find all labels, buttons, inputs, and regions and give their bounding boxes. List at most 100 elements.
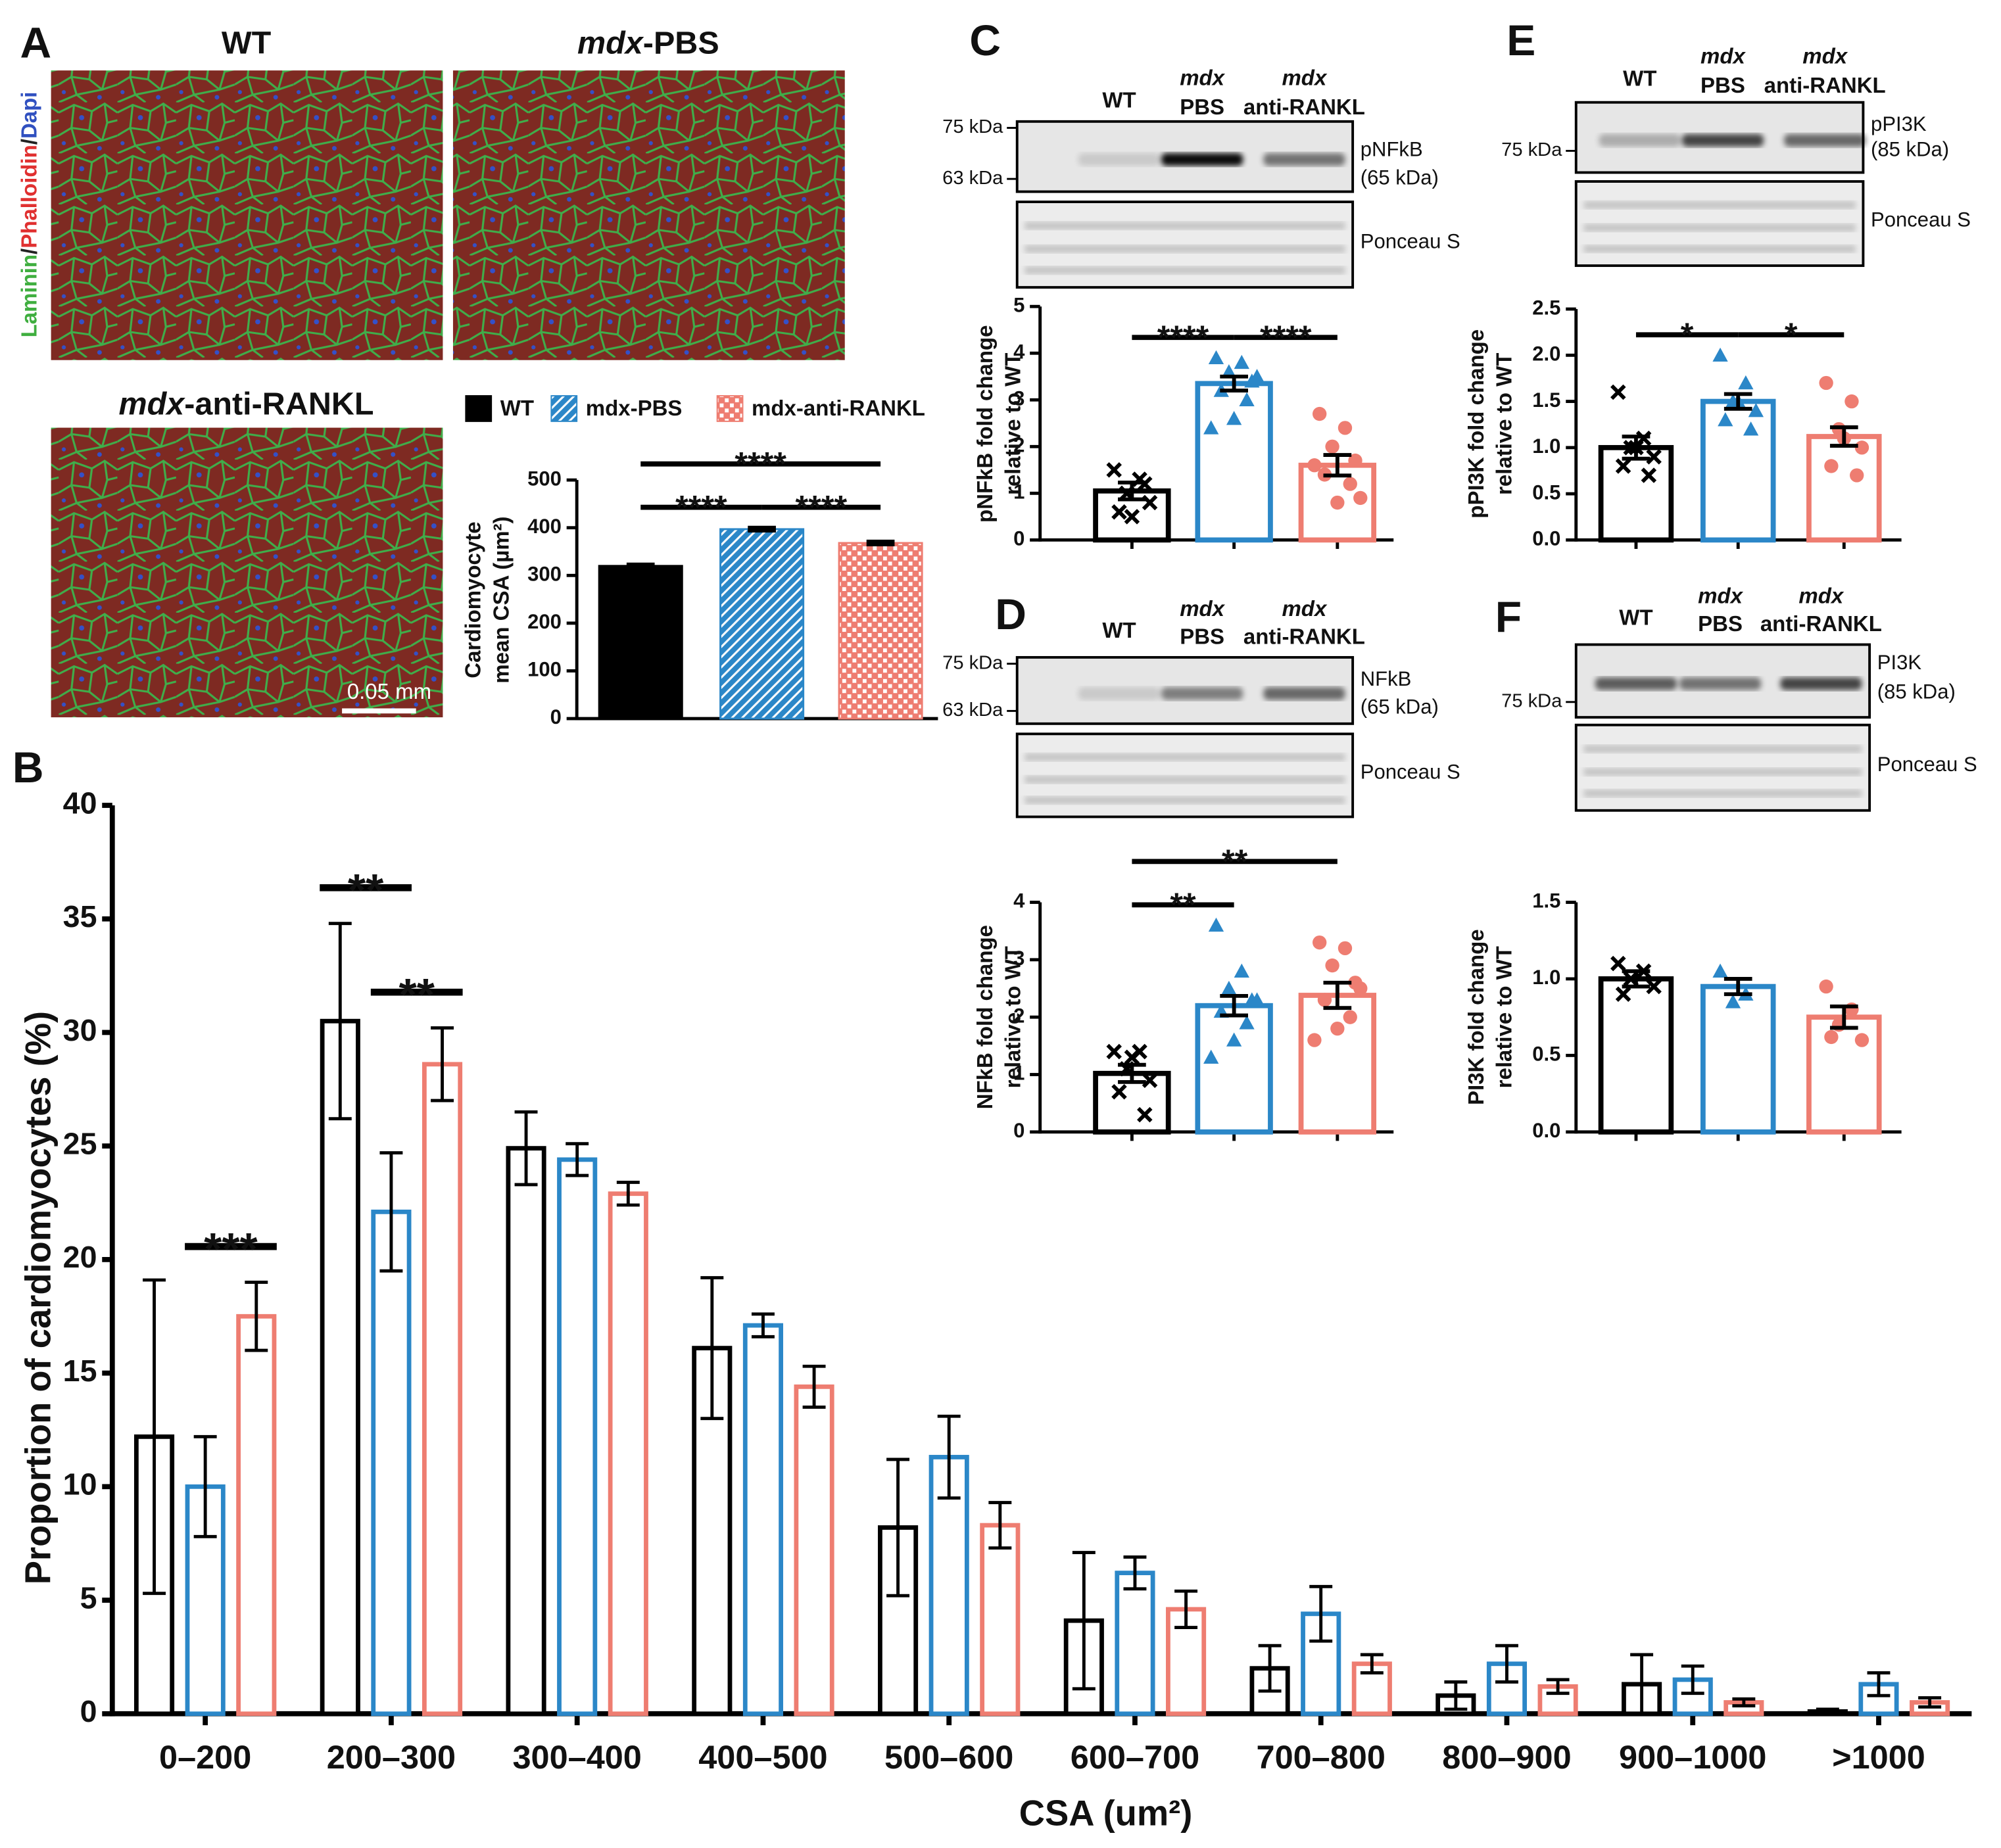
point [1142, 1072, 1158, 1088]
lane-label: PBS [1698, 611, 1743, 636]
legend-swatch [465, 395, 493, 422]
point [1124, 509, 1140, 525]
blot-band [1263, 153, 1345, 166]
error-bar [866, 539, 895, 547]
point [1353, 981, 1368, 996]
point [1312, 406, 1327, 421]
bar [1195, 1003, 1273, 1135]
title-part: -anti-RANKL [184, 386, 374, 421]
bar [608, 1191, 648, 1717]
error-bar [1220, 993, 1248, 1018]
y-tick-label: 0.0 [1532, 527, 1560, 550]
bar [1700, 983, 1776, 1135]
point [1325, 439, 1339, 454]
title-part: -PBS [643, 25, 719, 60]
y-axis-label: relative to WT [1001, 946, 1025, 1088]
point [1343, 477, 1357, 491]
ponceau-band [1025, 245, 1345, 253]
point [1738, 375, 1754, 390]
significance-label: ** [348, 865, 384, 916]
blot-band [1780, 677, 1862, 690]
bar [598, 565, 683, 720]
ponceau-band [1025, 266, 1345, 274]
point [1307, 1033, 1322, 1047]
title-part: mdx [119, 386, 186, 421]
y-tick-label: 1.0 [1532, 435, 1560, 458]
bar [928, 1455, 969, 1717]
point [1330, 495, 1345, 510]
blot-band [1078, 687, 1161, 700]
y-axis-label: PI3K fold change [1464, 929, 1488, 1105]
y-tick-label: 5 [1013, 293, 1025, 316]
significance-label: * [1785, 316, 1798, 353]
point [1343, 1010, 1357, 1024]
error-bar [748, 525, 776, 533]
lane-label: mdx [1698, 583, 1743, 607]
bar [1301, 1611, 1341, 1717]
y-tick-label: 3 [1013, 387, 1025, 410]
significance-label: * [1681, 316, 1694, 353]
stain-part: Laminin [16, 254, 41, 337]
y-tick-label: 0 [1013, 1119, 1025, 1142]
bar [719, 528, 805, 720]
point [1234, 963, 1249, 978]
blot-target: NFkB [1361, 667, 1412, 690]
bar [1598, 976, 1674, 1135]
y-tick-label: 4 [1013, 889, 1025, 912]
micrograph [51, 70, 443, 360]
error-bar [1816, 1707, 1839, 1716]
y-tick-label: 300 [527, 563, 562, 586]
error-bar [1829, 1004, 1858, 1030]
lane-label: mdx [1700, 43, 1746, 68]
lane-label: mdx [1798, 583, 1844, 607]
point [1226, 1032, 1242, 1047]
point [1111, 1083, 1127, 1100]
y-tick-label: 4 [1013, 340, 1025, 363]
stain-part: Phalloidin [16, 145, 41, 249]
bar [1298, 993, 1377, 1135]
ponceau-band [1583, 224, 1856, 232]
point [1239, 392, 1255, 406]
micrograph [51, 427, 443, 718]
stain-part: Dapi [16, 92, 41, 139]
y-tick-label: 200 [527, 610, 562, 633]
lane-label: WT [1623, 66, 1656, 90]
error-bar [1309, 1584, 1333, 1643]
bar [557, 1157, 598, 1717]
kda-marker: 75 kDa [942, 116, 1003, 137]
kda-marker: 75 kDa [1501, 139, 1562, 160]
point [1850, 468, 1864, 483]
y-tick-label: 1 [1013, 481, 1025, 504]
blot-target: (65 kDa) [1361, 166, 1439, 189]
y-tick-label: 1.5 [1532, 889, 1560, 912]
y-axis-label: mean CSA (µm²) [489, 516, 513, 683]
point [1854, 1033, 1869, 1047]
point [1646, 978, 1662, 995]
bar [320, 1018, 360, 1717]
panel-letter: E [1507, 16, 1535, 64]
point [1249, 369, 1265, 383]
error-bar [1724, 392, 1752, 411]
error-bar [1072, 1551, 1096, 1691]
point [1312, 935, 1327, 950]
significance-label: **** [735, 445, 786, 483]
blot-band [1679, 677, 1762, 690]
error-bar [1220, 374, 1248, 392]
y-tick-label: 0 [550, 705, 562, 728]
bar [838, 542, 923, 720]
y-tick-label: 0 [80, 1694, 97, 1728]
blot-band [1161, 687, 1243, 700]
error-bar [886, 1457, 910, 1598]
point [1748, 403, 1764, 417]
y-tick-label: 0 [1013, 527, 1025, 550]
point [1307, 458, 1322, 473]
point [1819, 375, 1833, 391]
y-tick-label: 15 [63, 1354, 97, 1388]
error-bar [566, 1142, 589, 1177]
error-bar [751, 1312, 775, 1339]
y-tick-label: 30 [63, 1013, 97, 1047]
error-bar [1444, 1680, 1468, 1711]
error-bar [802, 1364, 826, 1409]
point [1610, 955, 1626, 972]
y-tick-label: 0.5 [1532, 481, 1560, 504]
